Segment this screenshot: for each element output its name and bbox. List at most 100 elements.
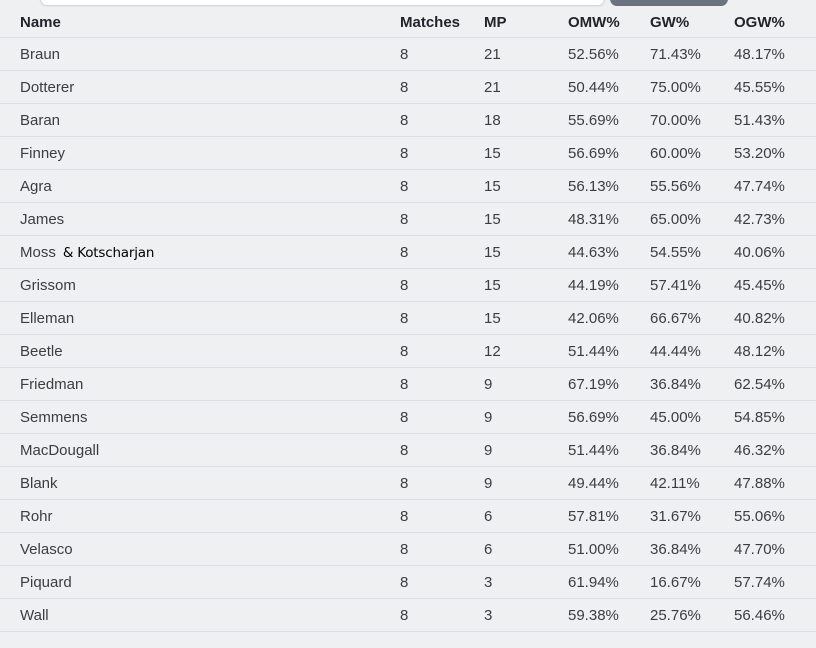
omw-cell: 44.19% [568,276,619,294]
player-name: Moss [20,243,56,261]
player-name-cell: James [20,211,400,228]
gw-cell: 54.55% [650,243,701,261]
player-name: Friedman [20,375,84,393]
matches-cell: 8 [400,276,409,294]
table-row: Wall 8 3 59.38% 25.76% 56.46% [0,599,816,632]
omw-cell: 51.00% [568,540,619,558]
omw-cell: 56.69% [568,144,619,162]
mp-cell: 9 [484,408,493,426]
table-row: Braun 8 21 52.56% 71.43% 48.17% [0,38,816,71]
player-name-cell: Semmens [20,409,400,426]
table-row: Dotterer 8 21 50.44% 75.00% 45.55% [0,71,816,104]
player-name: Velasco [20,540,73,558]
omw-cell: 48.31% [568,210,619,228]
column-header-ogw: OGW% [734,13,785,31]
column-header-matches: Matches [400,13,461,31]
gw-cell: 16.67% [650,573,701,591]
omw-cell: 55.69% [568,111,619,129]
gw-cell: 25.76% [650,606,701,624]
omw-cell: 57.81% [568,507,619,525]
ogw-cell: 51.43% [734,111,785,129]
player-name-cell: Wall [20,607,400,624]
player-name-cell: MacDougall [20,442,400,459]
text-input[interactable] [40,0,605,6]
gw-cell: 42.11% [650,474,700,492]
matches-cell: 8 [400,540,409,558]
matches-cell: 8 [400,375,409,393]
player-name: Grissom [20,276,76,294]
omw-cell: 59.38% [568,606,619,624]
matches-cell: 8 [400,144,409,162]
table-row: Elleman 8 15 42.06% 66.67% 40.82% [0,302,816,335]
table-row: Moss & Kotscharjan 8 15 44.63% 54.55% 40.… [0,236,816,269]
player-name: Wall [20,606,49,624]
ogw-cell: 42.73% [734,210,785,228]
ogw-cell: 57.74% [734,573,785,591]
ogw-cell: 55.06% [734,507,785,525]
table-header-row: Name Matches MP OMW% GW% OGW% [0,7,816,38]
gw-cell: 75.00% [650,78,701,96]
player-name: Baran [20,111,61,129]
ogw-cell: 46.32% [734,441,785,459]
ogw-cell: 47.70% [734,540,785,558]
matches-cell: 8 [400,45,409,63]
mp-cell: 18 [484,111,501,129]
player-name-cell: Beetle [20,343,400,360]
mp-cell: 15 [484,210,501,228]
mp-cell: 6 [484,540,493,558]
table-row: Beetle 8 12 51.44% 44.44% 48.12% [0,335,816,368]
table-row: Rohr 8 6 57.81% 31.67% 55.06% [0,500,816,533]
gw-cell: 65.00% [650,210,701,228]
ogw-cell: 54.85% [734,408,785,426]
ogw-cell: 45.55% [734,78,785,96]
standings-table: Name Matches MP OMW% GW% OGW% Braun 8 21… [0,7,816,632]
table-row: Agra 8 15 56.13% 55.56% 47.74% [0,170,816,203]
mp-cell: 3 [484,573,493,591]
gw-cell: 45.00% [650,408,701,426]
table-row: Baran 8 18 55.69% 70.00% 51.43% [0,104,816,137]
matches-cell: 8 [400,441,409,459]
gw-cell: 70.00% [650,111,701,129]
table-row: Piquard 8 3 61.94% 16.67% 57.74% [0,566,816,599]
ogw-cell: 45.45% [734,276,785,294]
gw-cell: 55.56% [650,177,701,195]
top-bar [0,0,816,7]
mp-cell: 9 [484,474,493,492]
player-name-cell: Grissom [20,277,400,294]
table-row: James 8 15 48.31% 65.00% 42.73% [0,203,816,236]
matches-cell: 8 [400,606,409,624]
player-name-cell: Braun [20,46,400,63]
dark-button[interactable] [610,0,728,6]
mp-cell: 15 [484,144,501,162]
player-name-cell: Blank [20,475,400,492]
omw-cell: 51.44% [568,441,619,459]
matches-cell: 8 [400,111,409,129]
player-name: Piquard [20,573,72,591]
player-name: Beetle [20,342,63,360]
ogw-cell: 48.12% [734,342,785,360]
table-body: Braun 8 21 52.56% 71.43% 48.17% Dotterer… [0,38,816,632]
omw-cell: 49.44% [568,474,619,492]
ogw-cell: 47.74% [734,177,785,195]
matches-cell: 8 [400,408,409,426]
column-header-gw: GW% [650,13,690,31]
gw-cell: 44.44% [650,342,701,360]
ogw-cell: 47.88% [734,474,785,492]
mp-cell: 3 [484,606,493,624]
player-name-cell: Finney [20,145,400,162]
ogw-cell: 40.82% [734,309,785,327]
matches-cell: 8 [400,573,409,591]
column-header-mp: MP [484,13,507,31]
player-name-cell: Velasco [20,541,400,558]
omw-cell: 61.94% [568,573,619,591]
player-name-cell: Dotterer [20,79,400,96]
player-name-cell: Piquard [20,574,400,591]
player-name: Braun [20,45,61,63]
mp-cell: 21 [484,45,501,63]
mp-cell: 9 [484,441,493,459]
mp-cell: 15 [484,309,501,327]
gw-cell: 36.84% [650,375,701,393]
gw-cell: 36.84% [650,441,701,459]
ogw-cell: 40.06% [734,243,785,261]
player-name: Elleman [20,309,75,327]
